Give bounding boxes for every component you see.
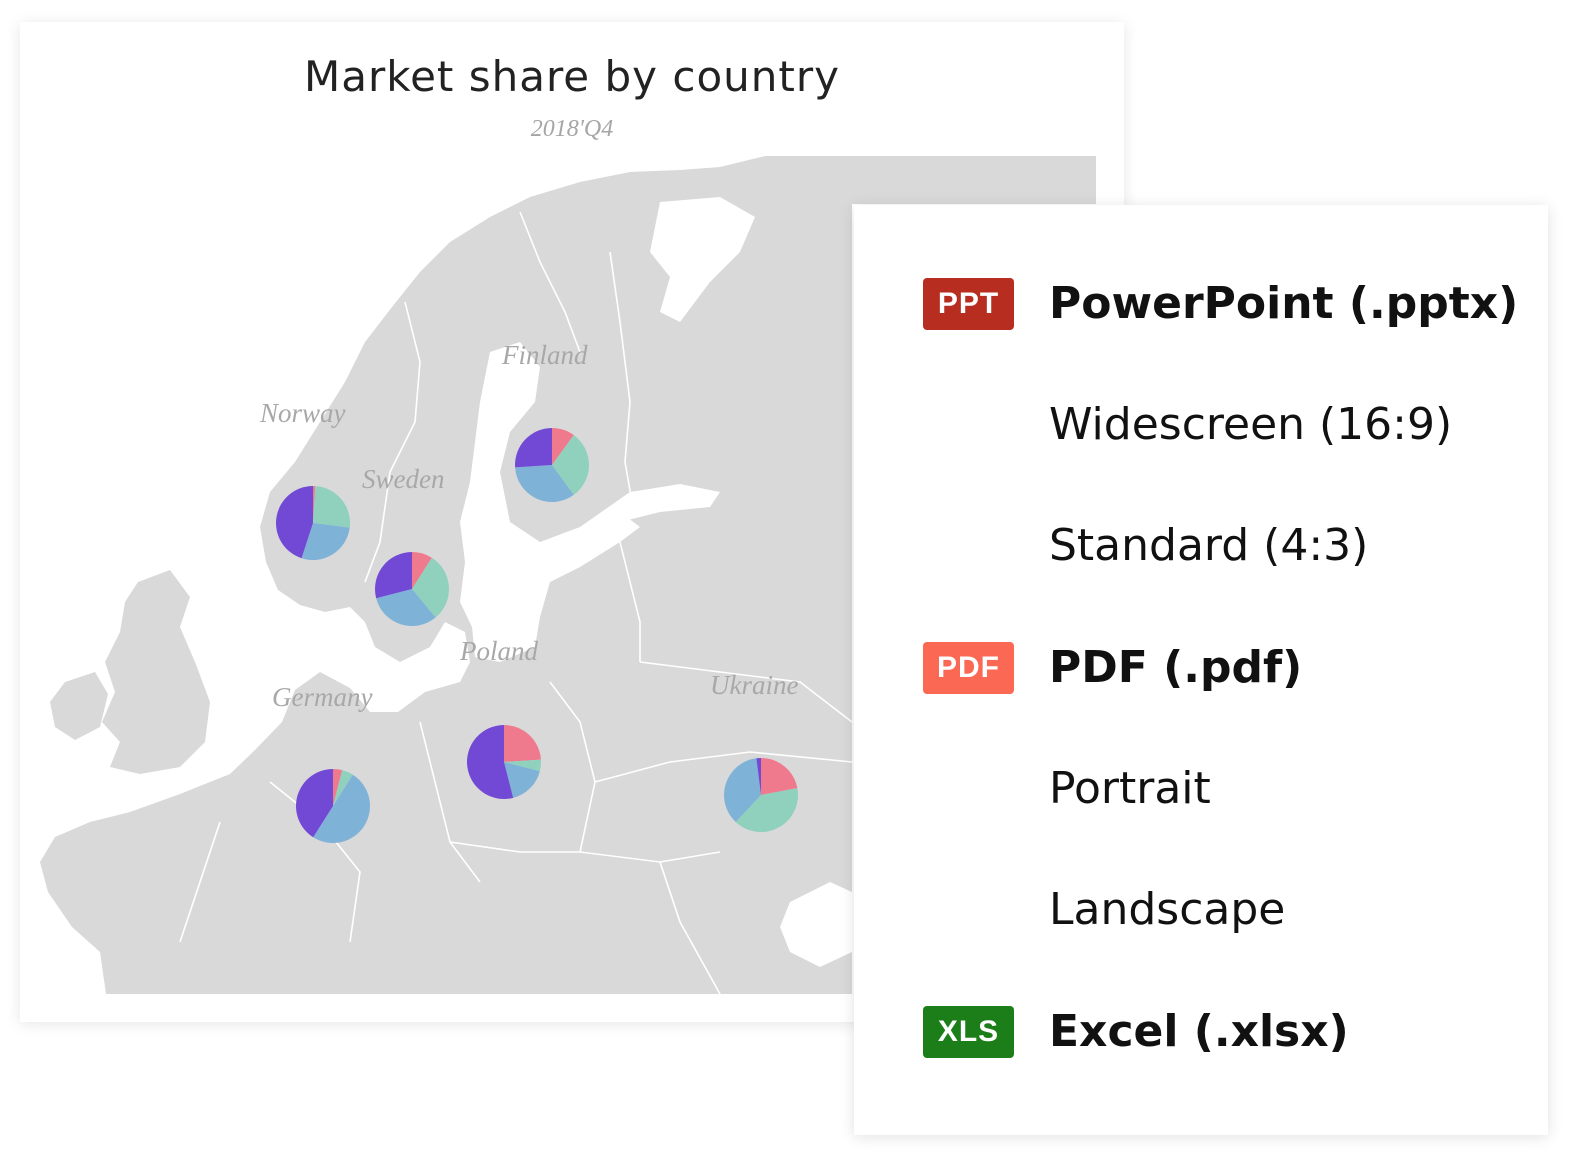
country-label-norway: Norway — [259, 398, 346, 428]
pie-slice-blue — [515, 465, 574, 502]
pie-poland — [467, 725, 541, 799]
xls-badge-icon: XLS — [923, 1006, 1014, 1058]
menu-item-standard[interactable]: Standard (4:3) — [854, 496, 1548, 596]
pie-slice-blue — [313, 774, 370, 843]
pie-slice-pink — [504, 725, 541, 762]
pie-slice-pink — [412, 552, 432, 589]
pie-slice-purple — [295, 769, 333, 838]
menu-item-portrait[interactable]: Portrait — [854, 739, 1548, 839]
menu-item-label: Standard (4:3) — [1049, 520, 1369, 571]
pie-slice-green — [504, 759, 541, 772]
pie-slice-green — [552, 435, 589, 495]
menu-item-label: Excel (.xlsx) — [1049, 1006, 1349, 1057]
pie-slice-pink — [552, 428, 574, 465]
menu-item-powerpoint[interactable]: PPT PowerPoint (.pptx) — [854, 254, 1548, 354]
menu-item-excel[interactable]: XLS Excel (.xlsx) — [854, 982, 1548, 1082]
pie-norway — [276, 486, 350, 560]
pie-slice-blue — [724, 758, 761, 822]
pie-slice-blue — [504, 762, 540, 798]
map-borders — [179, 211, 853, 995]
menu-item-label: PowerPoint (.pptx) — [1049, 278, 1519, 329]
pie-slice-purple — [375, 552, 412, 599]
menu-item-pdf[interactable]: PDF PDF (.pdf) — [854, 618, 1548, 718]
pie-slice-blue — [301, 523, 350, 560]
chart-subtitle: 2018'Q4 — [530, 116, 614, 142]
pie-slice-pink — [333, 769, 343, 806]
chart-title: Market share by country — [304, 52, 840, 101]
menu-item-label: PDF (.pdf) — [1049, 642, 1303, 693]
ppt-badge-icon: PPT — [923, 278, 1014, 330]
pie-slice-purple — [515, 428, 552, 468]
pie-slice-purple — [756, 758, 761, 795]
pie-slice-green — [333, 770, 353, 806]
pie-germany — [295, 769, 370, 843]
pie-slice-pink — [761, 758, 798, 795]
pie-slice-green — [313, 486, 350, 528]
pie-slice-pink — [313, 486, 316, 523]
pie-slice-green — [412, 557, 449, 618]
country-label-finland: Finland — [501, 340, 588, 370]
menu-item-label: Widescreen (16:9) — [1049, 399, 1453, 450]
map: Finland Norway Sweden Poland Germany Ukr… — [40, 156, 1096, 995]
menu-item-label: Portrait — [1049, 763, 1211, 814]
export-menu: PPT PowerPoint (.pptx) Widescreen (16:9)… — [854, 205, 1548, 1135]
pie-ukraine — [724, 758, 798, 832]
country-label-poland: Poland — [459, 636, 538, 666]
menu-item-landscape[interactable]: Landscape — [854, 860, 1548, 960]
menu-item-widescreen[interactable]: Widescreen (16:9) — [854, 375, 1548, 475]
pie-finland — [515, 428, 589, 502]
country-label-germany: Germany — [272, 682, 372, 712]
pie-sweden — [375, 552, 449, 626]
menu-item-label: Landscape — [1049, 884, 1286, 935]
pie-slice-purple — [467, 725, 514, 799]
country-label-sweden: Sweden — [362, 464, 444, 494]
pie-slice-blue — [376, 589, 436, 626]
pdf-badge-icon: PDF — [923, 642, 1014, 694]
pie-slice-green — [735, 788, 798, 832]
country-label-ukraine: Ukraine — [710, 670, 798, 700]
pie-slice-purple — [276, 486, 313, 559]
pie-layer — [276, 428, 798, 843]
